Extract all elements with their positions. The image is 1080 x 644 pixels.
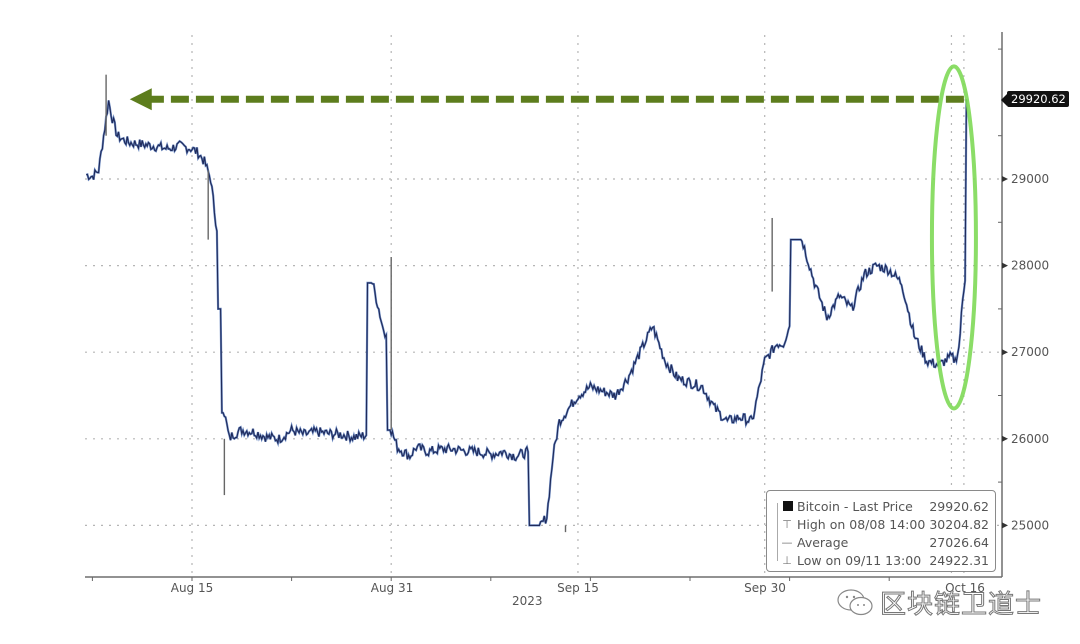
legend-value: 30204.82 [929,516,989,532]
legend-label: Average [797,534,849,550]
wechat-icon [837,588,873,615]
svg-text:25000: 25000 [1011,518,1049,532]
x-tick-label-sep30: Sep 30 [744,581,786,595]
axes: 25000 26000 27000 28000 29000 [85,32,1049,581]
legend-label: Low on 09/11 13:00 [797,552,922,568]
svg-text:28000: 28000 [1011,259,1049,273]
average-marker-icon: — [781,535,793,549]
svg-text:26000: 26000 [1011,432,1049,446]
legend-row-average: — Average 27026.64 [775,533,990,551]
legend-label: High on 08/08 14:00 [797,516,926,532]
black-square-icon [783,501,793,511]
x-axis-year-label: 2023 [512,594,543,608]
x-tick-label-sep15: Sep 15 [557,581,599,595]
x-tick-label-oct16: Oct 16 [945,581,985,595]
watermark: 区块链卫道士 [836,584,1042,621]
watermark-text: 区块链卫道士 [879,590,1043,621]
legend-value: 24922.31 [929,552,989,568]
low-tick-icon: ⊥ [782,553,792,567]
last-price-tag: 29920.62 [1001,91,1069,107]
legend-label: Bitcoin - Last Price [797,498,913,514]
legend-row-low: ⊥ Low on 09/11 13:00 24922.31 [775,551,989,569]
legend-row-last-price: Bitcoin - Last Price 29920.62 [775,497,989,515]
legend-row-high: ⊤ High on 08/08 14:00 30204.82 [775,515,989,533]
svg-text:27000: 27000 [1011,345,1049,359]
legend-value: 29920.62 [929,498,989,514]
grid-lines [85,35,1002,577]
annotations [129,64,978,411]
chart-legend: Bitcoin - Last Price 29920.62 ⊤ High on … [766,490,996,572]
high-tick-icon: ⊤ [782,517,792,531]
x-tick-label-aug15: Aug 15 [170,581,214,595]
x-tick-label-aug31: Aug 31 [370,581,414,595]
bitcoin-price-series [85,74,968,533]
legend-value: 27026.64 [929,534,989,550]
legend-tree-connector [777,503,784,561]
svg-text:29000: 29000 [1011,172,1049,186]
